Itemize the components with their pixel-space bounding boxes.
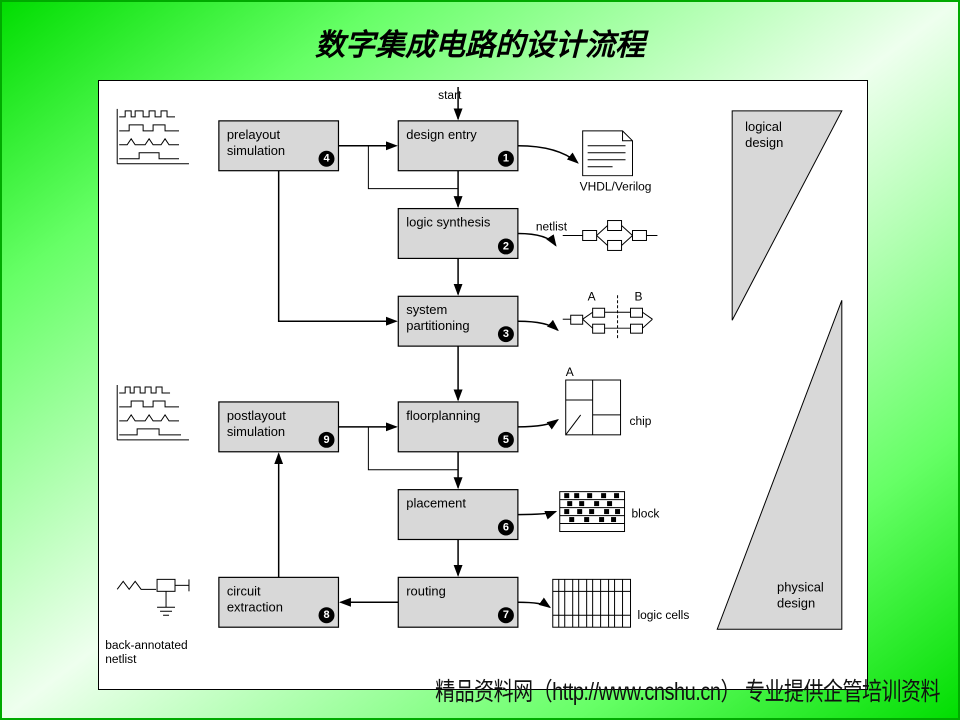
node-9: postlayout simulation 9 xyxy=(219,402,339,452)
page-title: 数字集成电路的设计流程 xyxy=(2,2,958,64)
conn-5 xyxy=(518,420,558,427)
node-4: prelayout simulation 4 xyxy=(219,121,339,171)
block-icon xyxy=(560,492,625,532)
chip-icon: A xyxy=(566,365,621,435)
back-annotated-label1: back-annotated xyxy=(105,638,187,652)
node-8: circuit extraction 8 xyxy=(219,577,339,627)
block-label: block xyxy=(632,507,660,521)
svg-text:extraction: extraction xyxy=(227,599,283,614)
flowchart-panel: start design entry 1 logic synthesis 2 s… xyxy=(98,80,868,690)
svg-text:5: 5 xyxy=(503,434,509,446)
back-annotated-label2: netlist xyxy=(105,652,137,666)
svg-text:9: 9 xyxy=(323,434,329,446)
conn-3 xyxy=(518,321,558,330)
conn-6 xyxy=(518,512,556,515)
arrow-4-3 xyxy=(279,171,397,322)
node-2: logic synthesis 2 xyxy=(398,209,518,259)
netlist-label: netlist xyxy=(536,220,568,234)
svg-text:design: design xyxy=(745,135,783,150)
node-6: placement 6 xyxy=(398,490,518,540)
svg-text:logic synthesis: logic synthesis xyxy=(406,215,490,230)
svg-text:A: A xyxy=(588,289,596,303)
svg-text:placement: placement xyxy=(406,496,466,511)
svg-text:circuit: circuit xyxy=(227,583,261,598)
node-1: design entry 1 xyxy=(398,121,518,171)
svg-text:design entry: design entry xyxy=(406,127,477,142)
node-5: floorplanning 5 xyxy=(398,402,518,452)
chip-label: chip xyxy=(630,414,652,428)
svg-text:design: design xyxy=(777,595,815,610)
conn-1 xyxy=(518,146,578,163)
logic-cells-icon xyxy=(553,579,631,627)
node-3: system partitioning 3 xyxy=(398,296,518,346)
watermark: 精品资料网（http://www.cnshu.cn） 专业提供企管培训资料 xyxy=(435,671,940,707)
svg-text:1: 1 xyxy=(503,153,509,165)
conn-2 xyxy=(518,233,556,245)
svg-text:postlayout: postlayout xyxy=(227,408,286,423)
waveform-icon-top xyxy=(117,109,189,164)
svg-text:partitioning: partitioning xyxy=(406,318,469,333)
svg-text:prelayout: prelayout xyxy=(227,127,281,142)
back-annotated-icon xyxy=(117,579,189,615)
svg-text:2: 2 xyxy=(503,240,509,252)
conn-7 xyxy=(518,602,550,607)
svg-text:8: 8 xyxy=(323,609,329,621)
svg-text:simulation: simulation xyxy=(227,143,285,158)
svg-text:A: A xyxy=(566,365,574,379)
svg-text:system: system xyxy=(406,302,447,317)
svg-text:B: B xyxy=(635,289,643,303)
svg-text:4: 4 xyxy=(323,153,330,165)
logic-cells-label: logic cells xyxy=(637,608,689,622)
svg-text:simulation: simulation xyxy=(227,424,285,439)
svg-text:3: 3 xyxy=(503,328,509,340)
svg-text:6: 6 xyxy=(503,522,509,534)
node-7: routing 7 xyxy=(398,577,518,627)
logical-triangle: logical design xyxy=(732,111,842,320)
partition-icon: A B xyxy=(563,289,653,340)
vhdl-label: VHDL/Verilog xyxy=(580,180,652,194)
vhdl-icon xyxy=(583,131,633,176)
svg-text:7: 7 xyxy=(503,609,509,621)
netlist-icon xyxy=(563,221,658,251)
waveform-icon-mid xyxy=(117,385,189,440)
svg-text:logical: logical xyxy=(745,119,782,134)
svg-text:routing: routing xyxy=(406,583,446,598)
svg-text:physical: physical xyxy=(777,579,824,594)
physical-triangle: physical design xyxy=(717,300,842,629)
svg-text:floorplanning: floorplanning xyxy=(406,408,480,423)
